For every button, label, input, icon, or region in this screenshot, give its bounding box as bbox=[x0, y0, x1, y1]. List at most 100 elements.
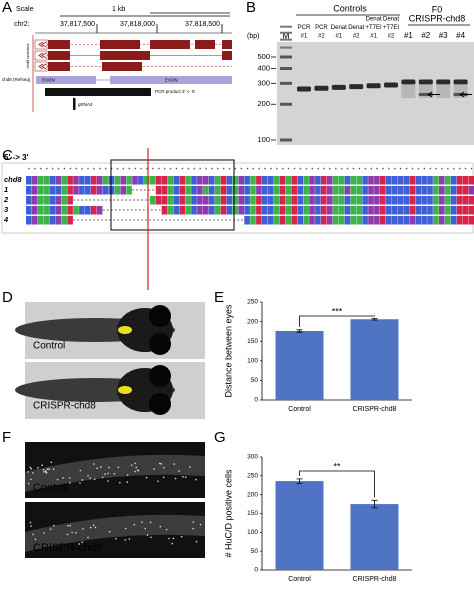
cell-dot bbox=[108, 530, 111, 533]
base bbox=[185, 206, 191, 215]
base bbox=[26, 206, 32, 215]
cell-dot bbox=[157, 480, 159, 482]
base bbox=[26, 196, 32, 205]
conservation-mark: * bbox=[252, 167, 254, 173]
base bbox=[468, 176, 474, 185]
cell-dot bbox=[172, 537, 175, 540]
base bbox=[391, 206, 398, 215]
lane-label: Denat bbox=[331, 25, 347, 31]
cell-dot bbox=[66, 533, 69, 536]
base bbox=[244, 196, 250, 205]
row-label: 4 bbox=[3, 215, 9, 224]
base bbox=[368, 216, 374, 225]
base bbox=[167, 186, 174, 195]
base bbox=[49, 196, 56, 205]
base bbox=[462, 186, 469, 195]
base bbox=[291, 196, 298, 205]
base bbox=[90, 206, 97, 215]
base bbox=[256, 206, 262, 215]
gel-band bbox=[349, 84, 364, 90]
cell-dot bbox=[89, 477, 91, 480]
base bbox=[362, 176, 368, 185]
significance-label: ** bbox=[333, 461, 341, 471]
base bbox=[362, 186, 368, 195]
base bbox=[238, 206, 244, 215]
cell-dot bbox=[43, 471, 45, 473]
base bbox=[49, 206, 56, 215]
cell-dot bbox=[53, 524, 55, 527]
base bbox=[321, 196, 327, 205]
base bbox=[232, 196, 239, 205]
gel-smear bbox=[401, 84, 416, 98]
base bbox=[362, 196, 368, 205]
cell-dot bbox=[32, 533, 34, 536]
base bbox=[421, 176, 427, 185]
ladder-band bbox=[280, 81, 292, 85]
base bbox=[279, 186, 286, 195]
cell-dot bbox=[94, 526, 97, 529]
conservation-mark: * bbox=[40, 167, 42, 173]
base bbox=[238, 176, 244, 185]
conservation-mark: * bbox=[81, 167, 83, 173]
base bbox=[26, 176, 32, 185]
base bbox=[149, 176, 156, 185]
base bbox=[462, 206, 469, 215]
base bbox=[197, 196, 203, 205]
cell-dot bbox=[78, 543, 81, 545]
base bbox=[31, 176, 38, 185]
conservation-mark: * bbox=[282, 167, 284, 173]
base bbox=[332, 206, 339, 215]
conservation-mark: * bbox=[211, 167, 213, 173]
base bbox=[403, 186, 410, 195]
base bbox=[380, 216, 386, 225]
base bbox=[126, 176, 132, 185]
ladder-band bbox=[280, 25, 292, 28]
base bbox=[173, 176, 180, 185]
conservation-mark: * bbox=[329, 167, 331, 173]
cell-dot bbox=[168, 537, 170, 540]
lane-label: PCR bbox=[315, 25, 328, 31]
base bbox=[90, 176, 97, 185]
base bbox=[114, 176, 121, 185]
cell-dot bbox=[160, 463, 163, 465]
cell-dot bbox=[163, 466, 165, 469]
base bbox=[37, 176, 44, 185]
scale-bar-label: 1 kb bbox=[112, 6, 125, 13]
grna-mark bbox=[73, 98, 76, 110]
base bbox=[303, 216, 309, 225]
base bbox=[37, 206, 44, 215]
position-label: 37,818,500 bbox=[185, 21, 220, 28]
cell-dot bbox=[171, 542, 173, 545]
conservation-mark: * bbox=[299, 167, 301, 173]
base bbox=[61, 206, 67, 215]
cell-dot bbox=[93, 524, 95, 527]
base bbox=[344, 176, 351, 185]
panel-label: G bbox=[214, 429, 226, 446]
base bbox=[220, 176, 227, 185]
conservation-mark: * bbox=[134, 167, 136, 173]
lane-label: #4 bbox=[456, 31, 465, 40]
base bbox=[232, 186, 239, 195]
x-tick-label: Control bbox=[288, 576, 311, 583]
conservation-mark: * bbox=[412, 167, 414, 173]
cell-dot bbox=[126, 481, 129, 483]
cell-dot bbox=[79, 469, 82, 472]
base bbox=[208, 186, 215, 195]
base bbox=[462, 176, 469, 185]
cell-dot bbox=[49, 528, 52, 530]
panel-label: E bbox=[214, 289, 224, 306]
lane-label: +T7EI bbox=[366, 25, 383, 31]
cell-dot bbox=[174, 477, 177, 480]
base bbox=[291, 186, 298, 195]
grna-label: gRNA2 bbox=[78, 102, 93, 107]
base bbox=[391, 186, 398, 195]
cell-dot bbox=[75, 531, 77, 534]
base bbox=[332, 196, 339, 205]
base bbox=[90, 186, 97, 195]
cell-dot bbox=[81, 541, 84, 544]
base bbox=[315, 216, 321, 225]
base bbox=[203, 176, 209, 185]
base bbox=[380, 186, 386, 195]
conservation-mark: * bbox=[270, 167, 272, 173]
cell-dot bbox=[45, 471, 47, 473]
